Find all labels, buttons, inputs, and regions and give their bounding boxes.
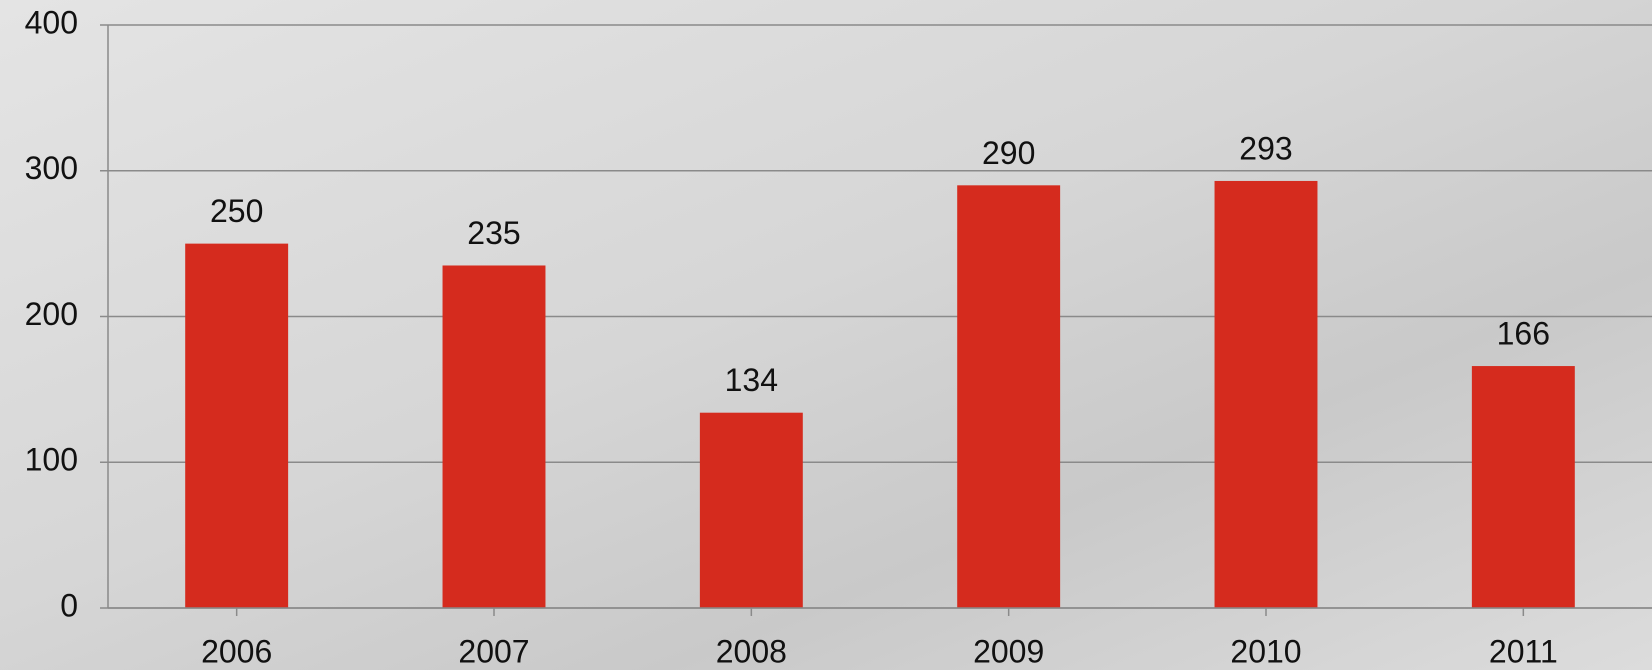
- bar: [442, 265, 546, 608]
- x-tick-label: 2007: [458, 633, 529, 669]
- bar: [699, 412, 803, 608]
- bar: [185, 243, 289, 608]
- bar: [1471, 366, 1575, 608]
- x-tick-label: 2010: [1230, 633, 1301, 669]
- y-tick-label: 400: [25, 4, 78, 40]
- data-label: 166: [1497, 316, 1550, 352]
- data-label: 293: [1239, 130, 1292, 166]
- y-tick-label: 300: [25, 150, 78, 186]
- data-label: 134: [725, 362, 778, 398]
- data-label: 290: [982, 135, 1035, 171]
- y-tick-label: 0: [60, 587, 78, 623]
- bar: [1214, 180, 1318, 608]
- data-label: 250: [210, 193, 263, 229]
- y-tick-label: 100: [25, 442, 78, 478]
- bar: [957, 185, 1061, 608]
- x-tick-label: 2011: [1489, 633, 1558, 669]
- x-tick-label: 2009: [973, 633, 1044, 669]
- x-tick-label: 2006: [201, 633, 272, 669]
- x-tick-label: 2008: [716, 633, 787, 669]
- data-label: 235: [467, 215, 520, 251]
- y-tick-label: 200: [25, 296, 78, 332]
